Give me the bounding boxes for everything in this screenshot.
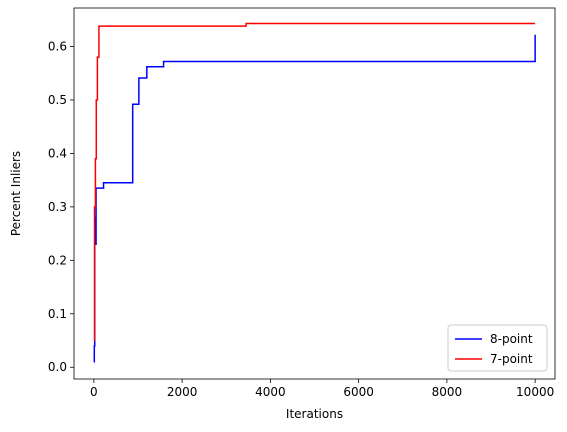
y-tick-label: 0.3 <box>48 200 67 214</box>
legend-label: 7-point <box>490 352 533 366</box>
x-tick-label: 8000 <box>432 385 463 399</box>
legend-label: 8-point <box>490 332 533 346</box>
y-tick-label: 0.0 <box>48 360 67 374</box>
x-tick-label: 0 <box>90 385 98 399</box>
y-axis-label: Percent Inliers <box>9 151 23 236</box>
y-tick-label: 0.1 <box>48 307 67 321</box>
x-axis-label: Iterations <box>286 407 343 421</box>
axes-frame <box>73 7 556 380</box>
y-tick-label: 0.6 <box>48 39 67 53</box>
x-tick-label: 4000 <box>255 385 286 399</box>
y-tick-label: 0.5 <box>48 93 67 107</box>
y-tick-label: 0.4 <box>48 146 67 160</box>
y-axis-ticks: 0.0 0.1 0.2 0.3 0.4 0.5 0.6 <box>48 39 74 374</box>
x-tick-label: 6000 <box>343 385 374 399</box>
series-line-7-point <box>93 22 536 342</box>
y-tick-label: 0.2 <box>48 253 67 267</box>
x-tick-label: 2000 <box>167 385 198 399</box>
x-tick-label: 10000 <box>516 385 554 399</box>
plot-lines <box>93 22 536 363</box>
legend: 8-point 7-point <box>447 324 548 372</box>
x-axis-ticks: 0 2000 4000 6000 8000 10000 <box>90 379 554 399</box>
